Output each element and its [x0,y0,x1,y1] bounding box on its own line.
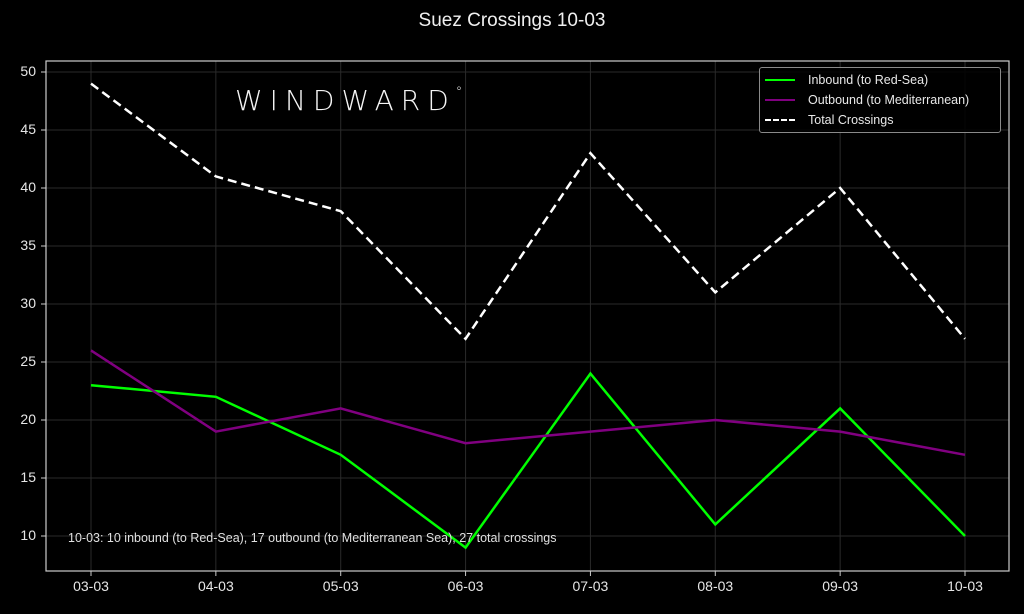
legend-label: Outbound (to Mediterranean) [808,93,970,107]
x-tick-label: 10-03 [947,578,983,594]
y-tick-label: 35 [20,237,36,253]
legend-item-inbound: Inbound (to Red-Sea) [760,70,928,90]
y-tick-label: 15 [20,469,36,485]
x-tick-label: 07-03 [572,578,609,594]
y-tick-label: 30 [20,295,36,311]
y-tick-label: 10 [20,527,36,543]
y-tick-label: 20 [20,411,36,427]
legend: Inbound (to Red-Sea) Outbound (to Medite… [759,67,1001,133]
chart-title: Suez Crossings 10-03 [418,10,606,31]
legend-label: Total Crossings [808,113,894,127]
x-tick-label: 08-03 [697,578,734,594]
legend-line-icon [765,79,795,81]
y-tick-label: 40 [20,179,36,195]
windward-logo: WINDWARD° [235,84,462,117]
series-line-inbound-to-red-sea- [90,371,966,550]
legend-dashed-line-icon [765,119,795,121]
x-tick-label: 04-03 [197,578,234,594]
legend-line-icon [765,99,795,101]
y-tick-label: 50 [20,63,36,79]
logo-text: WINDWARD [235,84,456,117]
summary-annotation: 10-03: 10 inbound (to Red-Sea), 17 outbo… [68,531,557,545]
x-tick-label: 09-03 [822,578,859,594]
y-tick-label: 45 [20,121,36,137]
legend-item-total: Total Crossings [760,110,893,130]
legend-label: Inbound (to Red-Sea) [808,73,929,87]
series-line-total-crossings [90,82,966,341]
y-tick-label: 25 [20,353,36,369]
x-tick-label: 05-03 [322,578,359,594]
legend-item-outbound: Outbound (to Mediterranean) [760,90,969,110]
series-line-outbound-to-mediterranean- [90,349,966,457]
x-tick-label: 03-03 [73,578,109,594]
x-tick-label: 06-03 [447,578,484,594]
logo-degree-icon: ° [455,84,463,100]
